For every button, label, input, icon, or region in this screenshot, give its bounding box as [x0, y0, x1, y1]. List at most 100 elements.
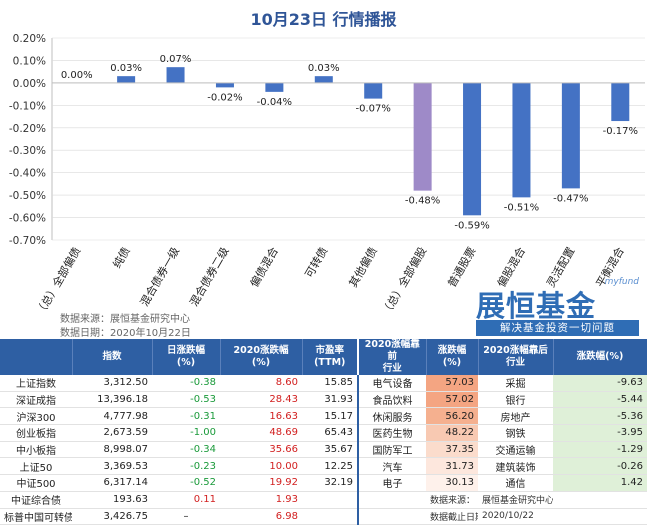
logo-brand: 展恒基金 — [476, 283, 596, 325]
table-cell: 展恒基金研究中心 — [478, 491, 553, 508]
table-cell: 4,777.98 — [72, 408, 152, 425]
table-cell — [358, 491, 426, 508]
table-cell: 193.63 — [72, 491, 152, 508]
table-cell: 3,312.50 — [72, 375, 152, 391]
table-header-cell: 涨跌幅(%) — [553, 339, 647, 375]
y-tick-label: 0.20% — [13, 33, 46, 45]
x-tick-label: 混合债券一级 — [137, 245, 182, 309]
x-tick-label: 纯债 — [110, 245, 133, 271]
chart-date: 数据日期：2020年10月22日 — [60, 324, 191, 339]
table-cell: 标普中国可转债指数 — [0, 508, 72, 525]
table-cell: -0.31 — [152, 408, 220, 425]
table-cell: 31.93 — [302, 391, 358, 408]
table-cell — [553, 491, 647, 508]
x-tick-label: 可转债 — [302, 245, 331, 281]
y-tick-label: -0.40% — [9, 168, 46, 180]
table-cell: 国防军工 — [358, 441, 426, 458]
bar-7 — [414, 83, 432, 191]
table-cell: 沪深300 — [0, 408, 72, 425]
table-cell: 6,317.14 — [72, 475, 152, 492]
bar-5 — [315, 76, 333, 83]
table-cell: 16.63 — [220, 408, 302, 425]
table-cell: 19.92 — [220, 475, 302, 492]
y-tick-label: -0.70% — [9, 235, 46, 247]
bar-chart: 0.20% 0.10% 0.00% -0.10% -0.20% -0.30% -0.40% -… — [0, 26, 647, 318]
table-cell: 30.13 — [426, 475, 478, 492]
table-header-cell: 日涨跌幅(%) — [152, 339, 220, 375]
table-cell: 56.20 — [426, 408, 478, 425]
table-header-cell: 2020涨幅靠后行业 — [478, 339, 553, 375]
table-cell: 采掘 — [478, 375, 553, 391]
table-cell: 2020/10/22 — [478, 508, 553, 525]
table-cell: -3.95 — [553, 425, 647, 442]
table-header-cell: 2020涨跌幅(%) — [220, 339, 302, 375]
bar-1 — [117, 76, 135, 83]
table-cell: 电气设备 — [358, 375, 426, 391]
table-header-cell: 涨跌幅(%) — [426, 339, 478, 375]
table-cell: 深证成指 — [0, 391, 72, 408]
bar-2 — [167, 67, 185, 83]
table-cell: 48.22 — [426, 425, 478, 442]
table-cell: 中小板指 — [0, 441, 72, 458]
table-cell: 65.43 — [302, 425, 358, 442]
table-header-cell: 2020涨幅靠前行业 — [358, 339, 426, 375]
table-cell: 57.02 — [426, 391, 478, 408]
table-cell: -0.38 — [152, 375, 220, 391]
y-tick-label: -0.60% — [9, 213, 46, 225]
table-cell: -0.53 — [152, 391, 220, 408]
table-cell: -5.36 — [553, 408, 647, 425]
table-cell: 8.60 — [220, 375, 302, 391]
table-cell: 上证指数 — [0, 375, 72, 391]
bar-3 — [216, 83, 234, 87]
table-cell: -0.26 — [553, 458, 647, 475]
table-cell: -0.34 — [152, 441, 220, 458]
table-cell: 1.93 — [220, 491, 302, 508]
brand-logo: myfund 展恒基金 解决基金投资一切问题 — [468, 277, 645, 337]
y-tick-label: -0.10% — [9, 100, 46, 112]
table-cell: 10.00 — [220, 458, 302, 475]
bar-value-label: -0.17% — [603, 126, 638, 137]
table-cell: 电子 — [358, 475, 426, 492]
table-cell: 房地产 — [478, 408, 553, 425]
table-cell: 35.67 — [302, 441, 358, 458]
y-tick-label: -0.20% — [9, 123, 46, 135]
table-cell: 中证综合债 — [0, 491, 72, 508]
table-cell: 28.43 — [220, 391, 302, 408]
table-header: 指数日涨跌幅(%)2020涨跌幅(%)市盈率(TTM)2020涨幅靠前行业涨跌幅… — [0, 339, 647, 375]
bar-value-label: -0.59% — [454, 220, 489, 231]
table-cell: 创业板指 — [0, 425, 72, 442]
y-tick-label: -0.30% — [9, 145, 46, 157]
table-cell: 建筑装饰 — [478, 458, 553, 475]
table-cell: 12.25 — [302, 458, 358, 475]
table-cell: 13,396.18 — [72, 391, 152, 408]
bar-11 — [611, 83, 629, 121]
logo-myfund: myfund — [605, 277, 639, 287]
table-row: 标普中国可转债指数3,426.75–6.98数据截止日期：2020/10/22 — [0, 508, 647, 525]
bar-6 — [364, 83, 382, 99]
y-tick-label: -0.50% — [9, 190, 46, 202]
bar-value-label: 0.00% — [61, 70, 93, 81]
table-cell: 上证50 — [0, 458, 72, 475]
bar-value-label: -0.47% — [553, 193, 588, 204]
table-cell: 银行 — [478, 391, 553, 408]
bar-8 — [463, 83, 481, 215]
table-cell: 57.03 — [426, 375, 478, 391]
table-cell: 15.85 — [302, 375, 358, 391]
table-cell — [302, 508, 358, 525]
table-cell: 医药生物 — [358, 425, 426, 442]
table-cell: 通信 — [478, 475, 553, 492]
table-cell: -1.00 — [152, 425, 220, 442]
table-cell: 37.35 — [426, 441, 478, 458]
table-cell: 48.69 — [220, 425, 302, 442]
y-tick-label: 0.10% — [13, 55, 46, 67]
table-cell: 3,369.53 — [72, 458, 152, 475]
table-cell — [358, 508, 426, 525]
table-cell — [553, 508, 647, 525]
x-tick-label: 其他偏债 — [346, 245, 380, 290]
table-header-cell: 市盈率(TTM) — [302, 339, 358, 375]
